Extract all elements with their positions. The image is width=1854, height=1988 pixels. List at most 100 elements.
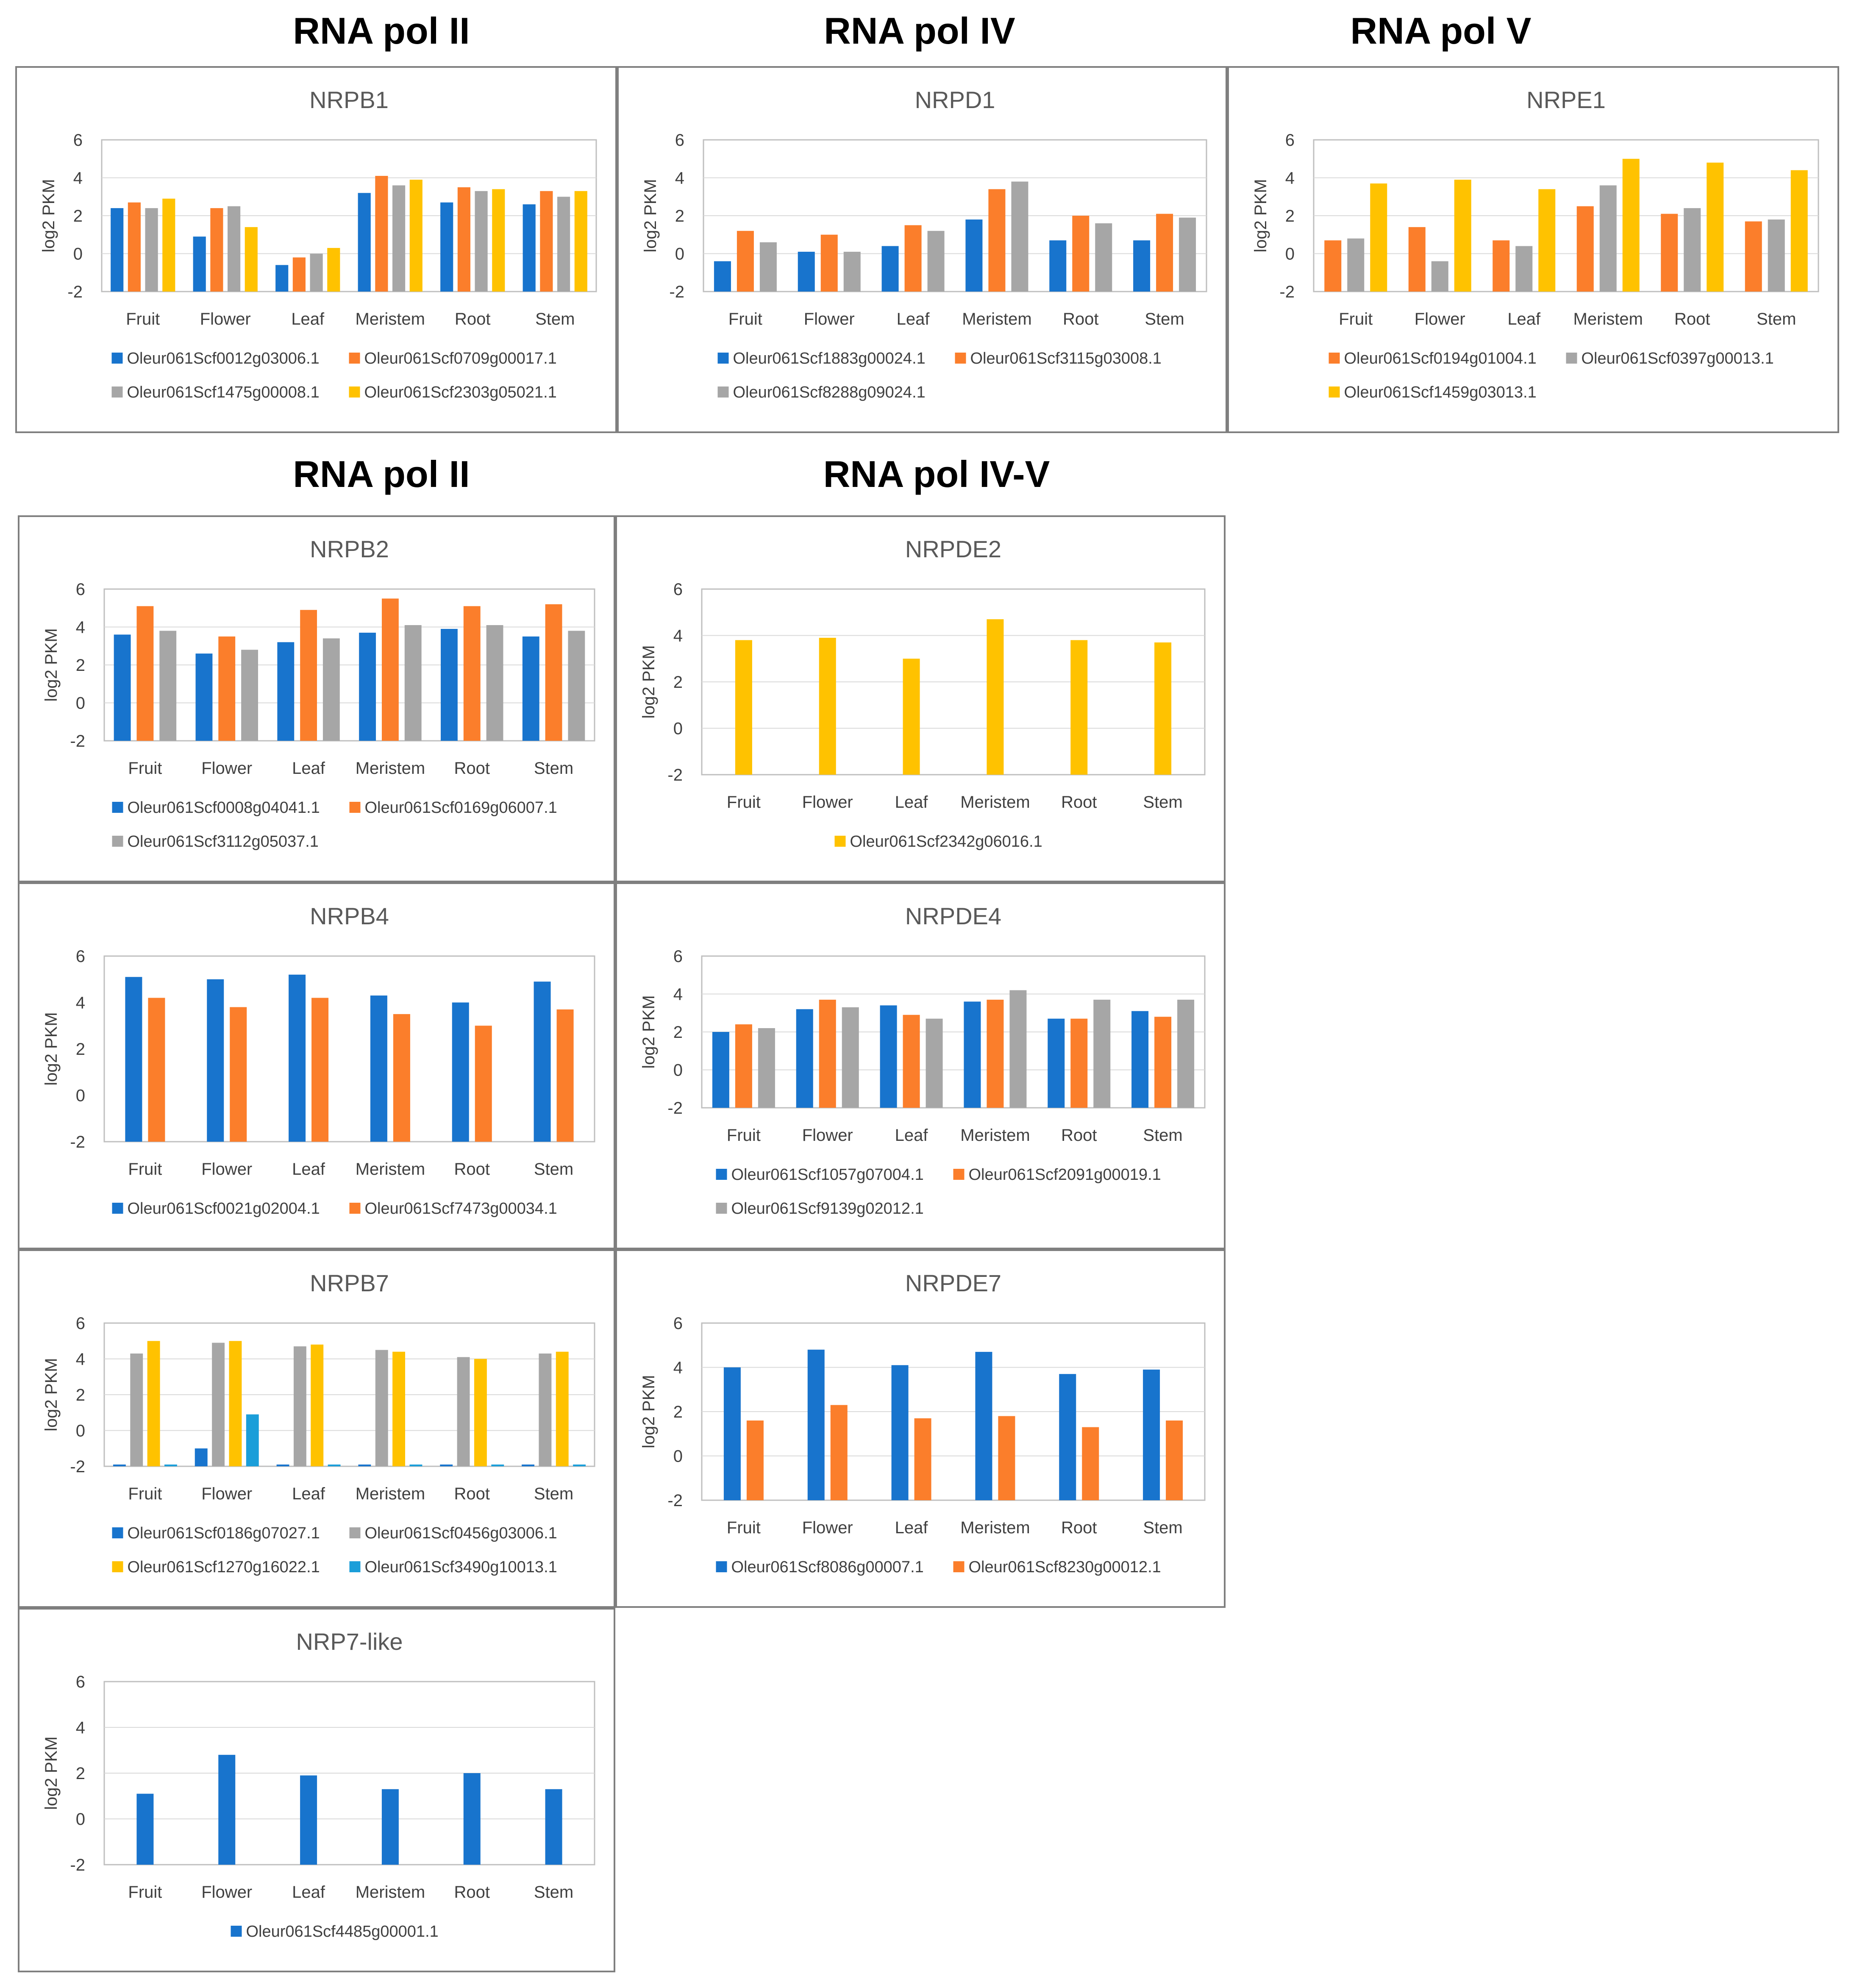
x-tick-label: Leaf <box>291 310 325 328</box>
bar-root-1 <box>1048 1018 1065 1108</box>
y-tick-label: 6 <box>76 947 85 966</box>
chart-panel-nrpb4: NRPB4 -2 0 2 4 6 log2 PKM Fruit Flower Leaf Merist… <box>18 882 615 1249</box>
x-tick-label: Meristem <box>356 1485 425 1503</box>
legend-label: Oleur061Scf9139g02012.1 <box>731 1200 924 1218</box>
chart-nrpb4: NRPB4 -2 0 2 4 6 log2 PKM Fruit Flower Leaf Merist… <box>42 903 595 1218</box>
bar-leaf-1 <box>277 642 295 741</box>
bar-fruit-1 <box>714 261 731 292</box>
legend-swatch <box>349 1203 361 1214</box>
legend-swatch <box>716 1203 727 1214</box>
x-tick-label: Root <box>1063 310 1099 328</box>
y-tick-label: -2 <box>70 1856 85 1874</box>
x-tick-label: Fruit <box>128 759 162 778</box>
legend-swatch <box>1566 353 1577 364</box>
chart-nrpb7: NRPB7 -2 0 2 4 6 log2 PKM Fruit Flower Leaf Merist… <box>42 1270 595 1576</box>
legend-label: Oleur061Scf1475g00008.1 <box>127 384 320 401</box>
bar-root-1 <box>1661 214 1678 292</box>
x-tick-label: Meristem <box>356 310 425 328</box>
bar-stem-3 <box>568 631 585 741</box>
bar-flower-2 <box>230 1007 247 1142</box>
bar-fruit-3 <box>1370 183 1387 292</box>
bar-stem-2 <box>539 1353 552 1466</box>
bar-leaf-1 <box>275 265 289 292</box>
y-tick-label: -2 <box>70 1457 85 1476</box>
bar-flower-3 <box>842 1007 859 1108</box>
bar-leaf-2 <box>292 257 306 292</box>
chart-title: NRPDE4 <box>905 903 1001 929</box>
legend-swatch <box>349 1527 361 1538</box>
x-tick-label: Fruit <box>727 793 761 812</box>
bar-meristem-4 <box>409 1464 423 1466</box>
bar-stem-1 <box>522 1464 535 1466</box>
x-tick-label: Leaf <box>292 1160 325 1179</box>
legend-label: Oleur061Scf0169g06007.1 <box>365 799 557 817</box>
x-tick-label: Flower <box>200 310 251 328</box>
bar-meristem-1 <box>987 619 1004 775</box>
x-tick-label: Stem <box>1143 1518 1182 1537</box>
legend-label: Oleur061Scf2303g05021.1 <box>364 384 557 401</box>
bar-meristem-3 <box>1009 990 1027 1108</box>
chart-nrp7like: NRP7-like -2 0 2 4 6 log2 PKM Fruit Flower Leaf Me… <box>42 1628 595 1941</box>
y-axis-label: log2 PKM <box>639 645 658 718</box>
bar-root-3 <box>1095 223 1112 292</box>
y-tick-label: 6 <box>73 131 83 150</box>
x-tick-label: Meristem <box>1573 310 1643 328</box>
bar-root-1 <box>1049 240 1067 292</box>
bar-leaf-2 <box>311 998 329 1142</box>
x-tick-label: Flower <box>802 1126 853 1145</box>
bar-root-2 <box>475 1026 492 1142</box>
y-tick-label: 0 <box>76 1422 85 1440</box>
bar-root-2 <box>457 187 470 292</box>
legend-swatch <box>953 1561 965 1572</box>
legend-swatch <box>1329 386 1340 398</box>
bar-stem-3 <box>1177 999 1195 1108</box>
legend-label: Oleur061Scf7473g00034.1 <box>365 1200 557 1218</box>
bar-stem-4 <box>573 1464 586 1466</box>
bar-flower-2 <box>210 208 223 292</box>
legend-label: Oleur061Scf8230g00012.1 <box>969 1558 1161 1576</box>
x-tick-label: Root <box>1061 793 1097 812</box>
legend-swatch <box>953 1169 965 1180</box>
x-tick-label: Stem <box>534 1160 573 1179</box>
chart-title: NRPB7 <box>310 1270 389 1296</box>
bar-leaf-4 <box>328 1464 341 1466</box>
bar-stem-2 <box>1166 1420 1183 1500</box>
y-tick-label: 6 <box>76 1314 85 1333</box>
x-tick-label: Leaf <box>895 793 928 812</box>
bar-flower-3 <box>228 206 241 292</box>
bar-meristem-1 <box>370 995 387 1142</box>
chart-panel-nrpde2: NRPDE2 -2 0 2 4 6 log2 PKM Fruit Flower Leaf Meris… <box>615 515 1226 882</box>
bar-root-4 <box>492 189 505 292</box>
x-tick-label: Leaf <box>895 1126 928 1145</box>
x-tick-label: Stem <box>1757 310 1796 328</box>
bar-flower-1 <box>798 252 815 292</box>
bar-stem-4 <box>574 191 587 292</box>
bar-fruit-2 <box>746 1420 764 1500</box>
bar-fruit-3 <box>758 1028 775 1108</box>
x-tick-label: Fruit <box>1339 310 1373 328</box>
bar-fruit-3 <box>145 208 158 292</box>
bar-root-1 <box>441 628 458 741</box>
bar-meristem-2 <box>381 598 399 741</box>
x-tick-label: Leaf <box>1507 310 1541 328</box>
bar-fruit-1 <box>1324 240 1342 292</box>
bar-root-3 <box>474 1359 487 1466</box>
legend-swatch <box>231 1926 242 1937</box>
y-tick-label: 0 <box>73 245 83 264</box>
legend-label: Oleur061Scf8288g09024.1 <box>733 384 926 401</box>
x-tick-label: Root <box>454 1160 490 1179</box>
bar-leaf-1 <box>891 1365 909 1500</box>
bar-leaf-2 <box>300 610 317 741</box>
bar-root-1 <box>440 1464 453 1466</box>
bar-meristem-1 <box>975 1351 992 1500</box>
chart-title: NRPD1 <box>915 86 995 113</box>
bar-stem-1 <box>1133 240 1151 292</box>
bar-root-2 <box>457 1357 470 1466</box>
y-tick-label: 4 <box>675 169 684 188</box>
y-tick-label: -2 <box>67 283 83 301</box>
legend-swatch <box>112 1527 123 1538</box>
y-tick-label: 0 <box>673 1447 683 1466</box>
x-tick-label: Root <box>454 1883 490 1902</box>
bar-stem-1 <box>522 636 539 741</box>
legend-swatch <box>349 1561 361 1572</box>
